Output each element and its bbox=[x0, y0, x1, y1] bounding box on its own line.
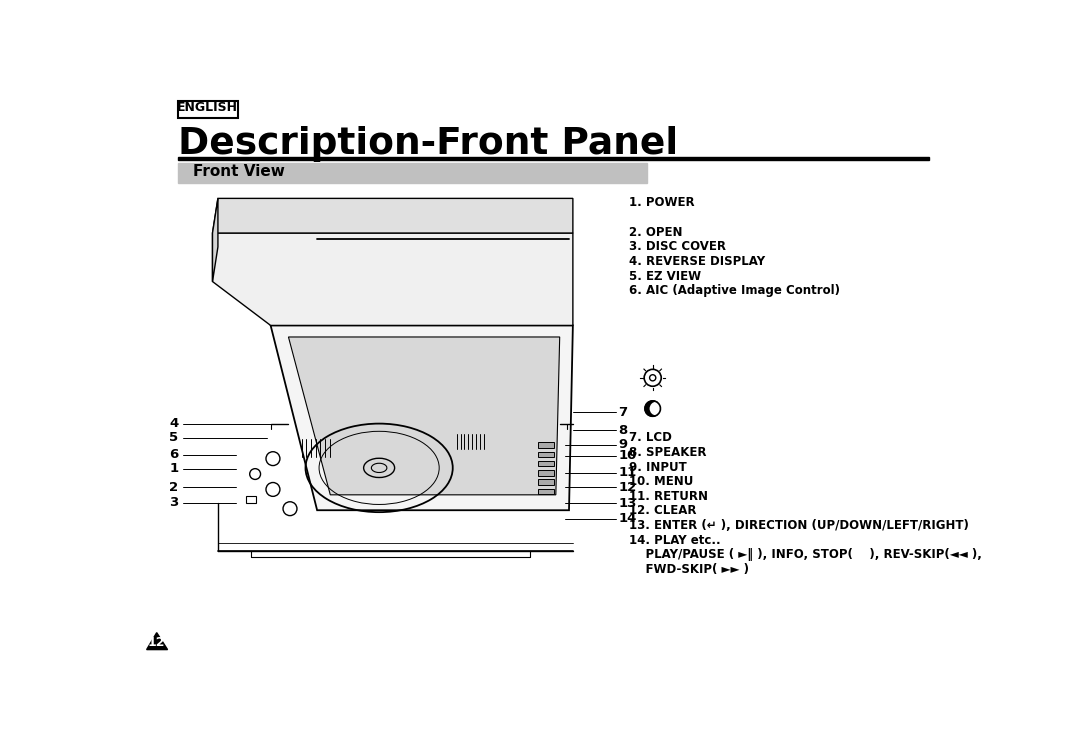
Text: 13. ENTER (↵ ), DIRECTION (UP/DOWN/LEFT/RIGHT): 13. ENTER (↵ ), DIRECTION (UP/DOWN/LEFT/… bbox=[630, 519, 970, 532]
Bar bbox=[246, 496, 256, 502]
Text: 13: 13 bbox=[619, 497, 637, 510]
Text: 4. REVERSE DISPLAY: 4. REVERSE DISPLAY bbox=[630, 255, 766, 268]
Bar bbox=[177, 157, 930, 160]
Bar bbox=[538, 479, 554, 485]
Text: 11. RETURN: 11. RETURN bbox=[630, 490, 708, 503]
Bar bbox=[538, 489, 554, 494]
Text: 7. LCD: 7. LCD bbox=[630, 431, 673, 444]
Text: 2: 2 bbox=[170, 481, 178, 493]
Circle shape bbox=[645, 401, 661, 416]
Text: FWD-SKIP( ►► ): FWD-SKIP( ►► ) bbox=[630, 563, 750, 576]
Text: 8: 8 bbox=[619, 424, 627, 436]
Text: PLAY/PAUSE ( ►‖ ), INFO, STOP(    ), REV-SKIP(◄◄ ),: PLAY/PAUSE ( ►‖ ), INFO, STOP( ), REV-SK… bbox=[630, 548, 983, 562]
Bar bbox=[538, 461, 554, 466]
Bar bbox=[538, 452, 554, 457]
Text: 14. PLAY etc..: 14. PLAY etc.. bbox=[630, 533, 721, 547]
Polygon shape bbox=[213, 198, 218, 281]
Text: 12. CLEAR: 12. CLEAR bbox=[630, 505, 697, 517]
Polygon shape bbox=[271, 326, 572, 510]
Text: Front View: Front View bbox=[193, 164, 285, 179]
Polygon shape bbox=[213, 198, 572, 233]
Text: ENGLISH: ENGLISH bbox=[177, 101, 239, 114]
Circle shape bbox=[649, 401, 663, 416]
Bar bbox=[177, 163, 647, 183]
Text: 7: 7 bbox=[619, 406, 627, 419]
Text: 9: 9 bbox=[619, 439, 627, 451]
Bar bbox=[562, 240, 567, 247]
Text: 11: 11 bbox=[619, 466, 637, 479]
Text: 1. POWER: 1. POWER bbox=[630, 197, 696, 209]
Text: 1: 1 bbox=[170, 462, 178, 475]
Text: 10: 10 bbox=[619, 449, 637, 462]
Text: 8. SPEAKER: 8. SPEAKER bbox=[630, 446, 707, 459]
Bar bbox=[177, 102, 238, 118]
Text: 12: 12 bbox=[148, 636, 165, 649]
Polygon shape bbox=[213, 233, 572, 326]
Text: 9. INPUT: 9. INPUT bbox=[630, 461, 687, 473]
Bar bbox=[538, 470, 554, 476]
Text: 5. EZ VIEW: 5. EZ VIEW bbox=[630, 269, 702, 283]
Text: 14: 14 bbox=[619, 512, 637, 525]
Text: 4: 4 bbox=[170, 418, 178, 430]
Bar bbox=[538, 442, 554, 448]
Text: Description-Front Panel: Description-Front Panel bbox=[177, 126, 678, 162]
Text: 12: 12 bbox=[619, 481, 637, 493]
Text: 5: 5 bbox=[170, 431, 178, 444]
Text: 3. DISC COVER: 3. DISC COVER bbox=[630, 240, 727, 253]
Text: 6. AIC (Adaptive Image Control): 6. AIC (Adaptive Image Control) bbox=[630, 284, 840, 298]
Text: 6: 6 bbox=[170, 448, 178, 462]
Text: 10. MENU: 10. MENU bbox=[630, 475, 693, 488]
Text: 3: 3 bbox=[170, 496, 178, 509]
Text: 2. OPEN: 2. OPEN bbox=[630, 226, 683, 239]
Polygon shape bbox=[147, 633, 167, 649]
Polygon shape bbox=[288, 337, 559, 495]
